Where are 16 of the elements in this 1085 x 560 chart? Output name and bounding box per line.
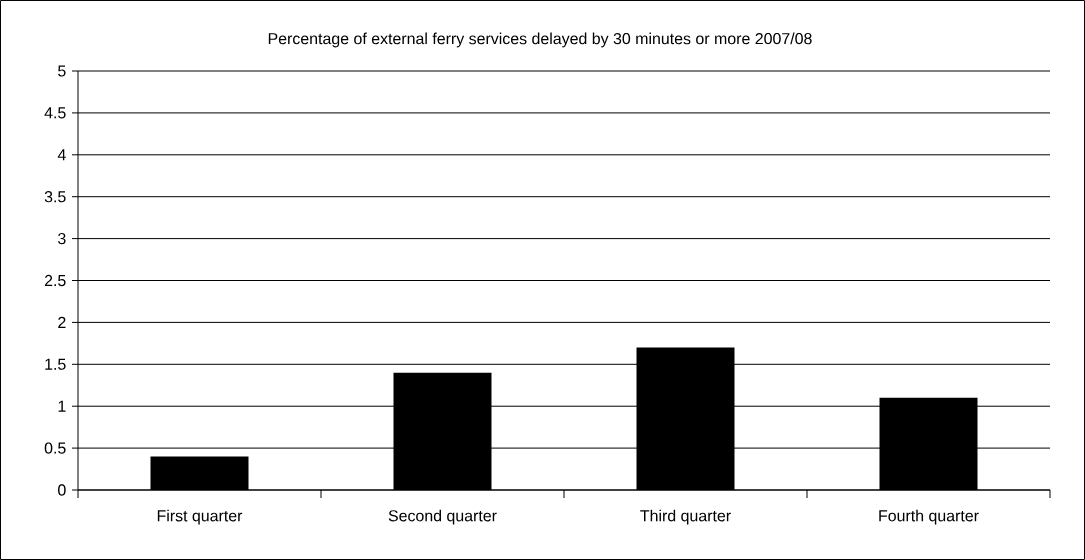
y-tick-label: 0 [58,484,66,496]
x-tick-label: Third quarter [640,509,731,525]
x-tick-label: Second quarter [388,509,497,525]
y-tick-label: 5 [58,65,66,77]
y-tick-label: 2.5 [44,274,66,287]
chart-title: Percentage of external ferry services delayed by 30 minutes or more 2007/08 [268,32,812,48]
y-tick-label: 0.5 [44,442,66,454]
y-tick-label: 4.5 [44,107,66,119]
y-tick-label: 2 [58,316,66,328]
x-tick-label: First quarter [157,509,243,525]
y-tick-label: 3.5 [44,191,66,203]
y-tick-label: 1.5 [45,358,66,370]
y-tick-label: 1 [58,400,66,412]
x-tick-label: Fourth quarter [879,509,979,525]
y-tick-label: 3 [58,232,66,245]
y-tick-label: 4 [57,149,66,161]
